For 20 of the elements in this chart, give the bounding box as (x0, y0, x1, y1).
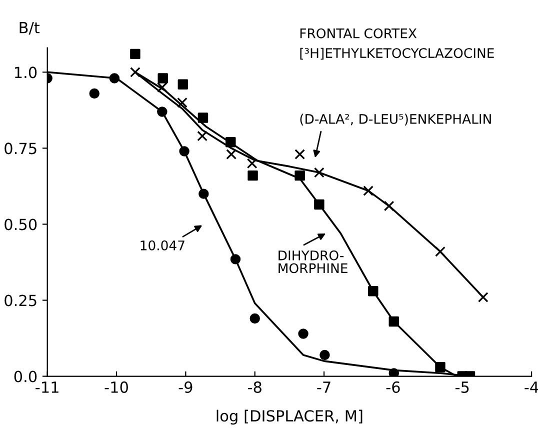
chart-subtitle: [³H]ETHYLKETOCYCLAZOCINE (300, 48, 494, 60)
x-tick-label: -5 (456, 382, 469, 393)
y-tick-label: 0.25 (4, 294, 36, 306)
y-tick-label: 1.0 (15, 66, 37, 78)
y-axis-title: B/t (20, 22, 40, 35)
x-tick-label: -8 (248, 381, 262, 393)
x-tick-label: -7 (317, 382, 330, 393)
chart-title: FRONTAL CORTEX (300, 28, 417, 38)
annotation: (D-ALA², D-LEU⁵)ENKEPHALIN (300, 114, 491, 126)
x-tick-label: -6 (386, 381, 400, 393)
x-tick-label: -9 (178, 381, 192, 393)
x-axis-title: log [DISPLACER, M] (216, 410, 362, 425)
y-tick-label: 0.75 (4, 142, 36, 154)
x-tick-label: -10 (104, 381, 128, 393)
x-tick-label: -11 (36, 382, 58, 393)
annotation: DIHYDRO- MORPHINE (278, 250, 348, 274)
x-tick-label: -4 (524, 382, 538, 393)
y-tick-label: 0.0 (14, 370, 37, 382)
y-tick-label: 0.50 (4, 218, 37, 230)
annotation: 10.047 (140, 240, 184, 250)
